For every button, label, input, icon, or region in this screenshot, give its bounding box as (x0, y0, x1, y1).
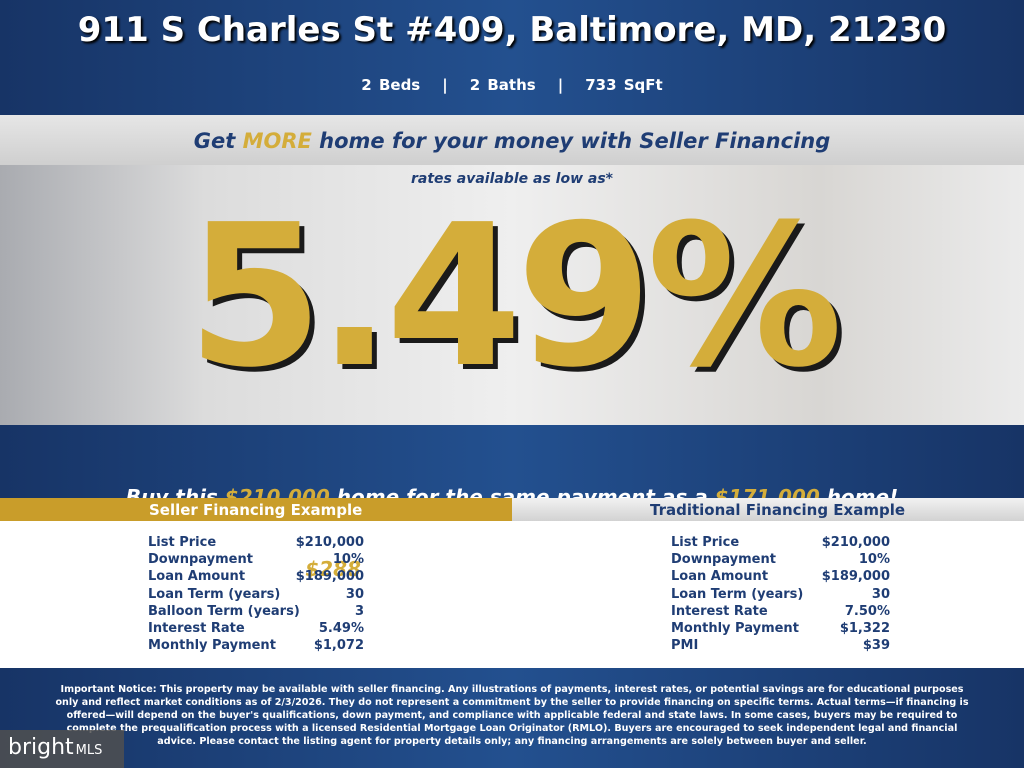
row-value: $189,000 (821, 569, 890, 585)
table: Seller Financing Example List Price $210,0… (0, 498, 512, 668)
photo-area: rates available as low as* 5.49% (0, 165, 1024, 425)
row-label: Interest Rate (671, 603, 768, 619)
banner-text: Get (193, 129, 243, 153)
table-title: Traditional Financing Example (512, 498, 1024, 521)
row-label: Monthly Payment (148, 638, 276, 654)
offer: Buy this $210,000 home for the same paym… (0, 425, 1024, 581)
offer-line: Save $288 a month versus traditional fin… (0, 557, 1024, 581)
row-label: Downpayment (148, 552, 253, 568)
logo: bright MLS (0, 730, 124, 768)
logo-brand: bright (8, 735, 74, 760)
row-value: 3 (354, 603, 364, 619)
title: 911 S Charles St #409, Baltimore, MD, 21… (77, 10, 947, 50)
banner-text: home for your money with Seller Financin… (311, 129, 831, 153)
table-row: Loan Term (years) 30 (671, 586, 890, 603)
row-value: $210,000 (295, 535, 364, 550)
separator: | (557, 76, 564, 94)
table-row: Balloon Term (years) 3 (148, 603, 364, 620)
table: Traditional Financing Example List Price $… (512, 498, 1024, 668)
row-value: 10% (332, 552, 364, 568)
row-label: Loan Term (years) (148, 586, 281, 602)
row-label: List Price (671, 535, 740, 550)
table-row: Downpayment 10% (148, 551, 364, 568)
row-value: 30 (871, 586, 890, 602)
spec: 733 SqFt (585, 76, 663, 94)
row-value: 30 (345, 586, 364, 602)
row-value: $189,000 (295, 569, 364, 585)
row-label: Loan Amount (671, 569, 769, 585)
table-row: Loan Amount $189,000 (148, 568, 364, 585)
offer-text: Save (243, 557, 306, 581)
row-label: Downpayment (671, 552, 776, 568)
row-label: Interest Rate (148, 620, 245, 636)
table-body: List Price $210,000 Downpayment 10% Loan Amo… (671, 534, 890, 654)
table-row: Loan Term (years) 30 (148, 586, 364, 603)
banner-highlight: MORE (242, 129, 312, 153)
row-label: Loan Term (years) (671, 586, 804, 602)
table-row: Loan Amount $189,000 (671, 568, 890, 585)
rate-caption: rates available as low as* (411, 171, 613, 187)
table-row: Interest Rate 5.49% (148, 620, 364, 637)
table-row: Monthly Payment $1,322 (671, 620, 890, 637)
separator: | (442, 76, 448, 94)
table-row: PMI $39 (671, 637, 890, 654)
header: 911 S Charles St #409, Baltimore, MD, 21… (0, 0, 1024, 115)
rate-value: 5.49% (187, 183, 843, 411)
footer: Important Notice: This property may be a… (0, 668, 1024, 768)
table-row: Downpayment 10% (671, 551, 890, 568)
table-row: Interest Rate 7.50% (671, 603, 890, 620)
row-label: List Price (148, 535, 217, 550)
table-row: List Price $210,000 (148, 534, 364, 551)
notice: Important Notice: This property may be a… (55, 684, 969, 747)
row-value: 7.50% (844, 603, 890, 619)
row-label: Balloon Term (years) (148, 603, 300, 619)
row-label: PMI (671, 638, 699, 654)
row-value: 10% (858, 552, 890, 568)
table-body: List Price $210,000 Downpayment 10% Loan Amo… (148, 534, 364, 654)
row-value: 5.49% (318, 620, 364, 636)
offer-text: a month versus traditional financing (360, 557, 781, 581)
specs: 2 Beds | 2 Baths | 733 SqFt (0, 76, 1024, 94)
row-value: $1,322 (839, 620, 890, 636)
row-label: Loan Amount (148, 569, 246, 585)
spec: 2 Beds (361, 76, 421, 94)
logo-suffix: MLS (75, 743, 103, 758)
spec: 2 Baths (469, 76, 536, 94)
row-value: $39 (862, 638, 890, 654)
offer-highlight: $288 (305, 557, 361, 581)
row-value: $1,072 (313, 638, 364, 654)
banner: Get MORE home for your money with Seller… (0, 115, 1024, 165)
table-title: Seller Financing Example (0, 498, 512, 521)
row-label: Monthly Payment (671, 620, 799, 636)
table-row: List Price $210,000 (671, 534, 890, 551)
row-value: $210,000 (821, 535, 890, 550)
table-row: Monthly Payment $1,072 (148, 637, 364, 654)
